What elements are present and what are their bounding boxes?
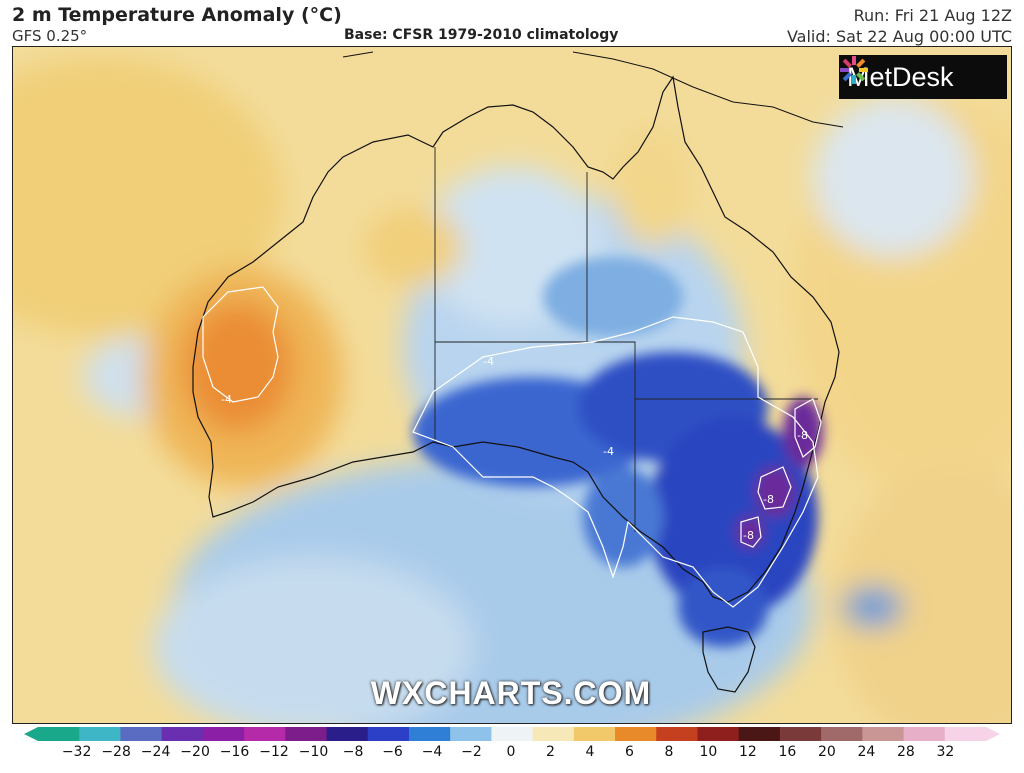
colorbar-segment: [38, 727, 80, 741]
colorbar-tick-label: 2: [546, 744, 555, 760]
map-title: 2 m Temperature Anomaly (°C): [12, 4, 342, 26]
contour-label: -8: [763, 493, 774, 506]
colorbar-segment: [79, 727, 122, 741]
colorbar-segment: [821, 727, 863, 741]
colorbar-tick-label: −20: [180, 744, 210, 760]
colorbar-tick-label: 8: [664, 744, 674, 760]
colorbar-segment: [944, 727, 987, 741]
colorbar-tick-label: −28: [101, 744, 131, 760]
colorbar-tick-label: −10: [298, 744, 329, 760]
colorbar-segment: [697, 727, 740, 741]
colorbar-tick-label: −12: [259, 744, 289, 760]
contour-label: -4: [221, 393, 232, 406]
contour-minus8-a: [794, 398, 822, 458]
metdesk-logo-text: MetDesk: [847, 61, 954, 92]
valid-time-label: Valid: Sat 22 Aug 00:00 UTC: [786, 27, 1012, 46]
new-guinea-coastline: [342, 51, 844, 128]
colorbar-segment: [408, 727, 451, 741]
colorbar-tick-label: 28: [896, 744, 915, 760]
colorbar-ticks: −32 −28 −24 −20 −16 −12 −10 −8 −6 −4 −2 0 2 4 6 8 10 12 16…: [0, 744, 1024, 768]
run-time-label: Run: Fri 21 Aug 12Z: [853, 6, 1012, 25]
colorbar-segment: [244, 727, 286, 741]
colorbar-segment: [491, 727, 534, 741]
tasmania-coastline: [702, 626, 756, 693]
colorbar-segment: [738, 727, 781, 741]
colorbar-segment: [862, 727, 905, 741]
colorbar-tick-label: −16: [219, 744, 250, 760]
contour-label: -8: [797, 429, 808, 442]
colorbar-segment: [120, 727, 163, 741]
colorbar-tick-label: −32: [61, 744, 92, 760]
metdesk-logo: MetDesk: [839, 55, 1007, 99]
colorbar-segment: [532, 727, 575, 741]
base-climatology-label: Base: CFSR 1979-2010 climatology: [344, 27, 619, 43]
contour-minus8-b: [757, 466, 792, 510]
colorbar-segment: [161, 727, 204, 741]
contour-label: -8: [743, 529, 754, 542]
colorbar-tick-label: 24: [857, 744, 876, 760]
australia-coastline: [192, 75, 840, 603]
contour-plus4: [202, 286, 279, 403]
colorbar-left-arrow: [24, 727, 38, 741]
colorbar-tick-label: −2: [461, 744, 482, 760]
contour-minus8-c: [740, 516, 762, 548]
contour-label: -4: [483, 355, 494, 368]
colorbar-tick-label: 0: [506, 744, 516, 760]
colorbar-tick-label: −6: [382, 744, 403, 760]
colorbar-tick-label: 6: [625, 744, 634, 760]
colorbar-right-arrow: [986, 727, 1000, 741]
map-canvas: -4 -4 -4 -8 -8 -8: [13, 47, 1011, 723]
colorbar-segment: [615, 727, 657, 741]
colorbar-segment: [573, 727, 616, 741]
model-label: GFS 0.25°: [12, 27, 88, 45]
contour-minus4: [412, 316, 819, 608]
colorbar-segment: [450, 727, 492, 741]
colorbar-segment: [285, 727, 328, 741]
colorbar-segment: [326, 727, 369, 741]
colorbar-tick-label: 16: [778, 744, 797, 760]
metdesk-burst-icon: [840, 56, 868, 84]
colorbar-segment: [367, 727, 410, 741]
cold-core: [413, 257, 823, 647]
colorbar-segment: [903, 727, 946, 741]
wxcharts-watermark: WXCHARTS.COM: [370, 675, 652, 711]
colorbar-segment: [779, 727, 822, 741]
colorbar-tick-label: 32: [936, 744, 955, 760]
colorbar-segment: [656, 727, 699, 741]
state-borders: [434, 147, 818, 532]
colorbar-tick-label: −4: [421, 744, 443, 760]
colorbar-tick-label: −8: [342, 744, 364, 760]
colorbar-tick-label: −24: [140, 744, 171, 760]
colorbar-tick-label: 4: [585, 744, 595, 760]
colorbar-tick-label: 12: [739, 744, 757, 760]
colorbar-segment: [202, 727, 245, 741]
colorbar-tick-label: 10: [699, 744, 718, 760]
contour-label: -4: [603, 445, 614, 458]
temperature-anomaly-map[interactable]: -4 -4 -4 -8 -8 -8 MetDesk WXCHARTS.COM: [12, 46, 1012, 724]
colorbar-tick-label: 20: [817, 744, 836, 760]
colorbar: [24, 727, 1000, 741]
